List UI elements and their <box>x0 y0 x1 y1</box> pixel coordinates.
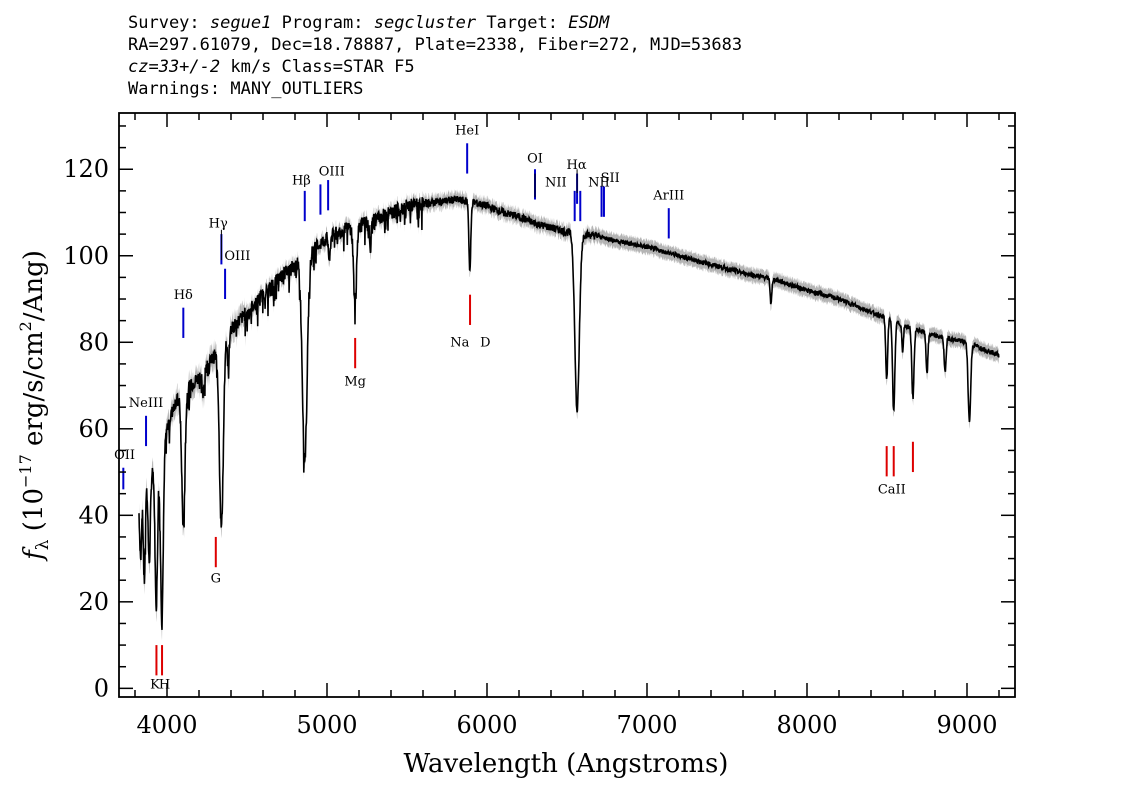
survey-label: Survey: <box>128 13 200 33</box>
y-axis-title-squared: 2 <box>16 321 35 331</box>
survey-value: segue1 <box>209 13 272 33</box>
header-line-1: Survey: segue1 Program: segcluster Targe… <box>128 12 742 34</box>
class-info: km/s Class=STAR F5 <box>220 57 415 77</box>
x-tick-label: 4000 <box>136 711 197 739</box>
y-tick-label: 60 <box>78 415 109 443</box>
header-line-2: RA=297.61079, Dec=18.78887, Plate=2338, … <box>128 35 743 55</box>
emission-line-label-15: ArIII <box>652 189 684 204</box>
emission-line-label-2: Hδ <box>174 288 193 303</box>
emission-line-label-10: NII <box>545 176 567 191</box>
spectrum-layer <box>138 195 1000 630</box>
header-line-4: Warnings: MANY_OUTLIERS <box>128 79 364 99</box>
y-axis-title-units: erg/s/cm <box>19 331 49 454</box>
emission-line-label-9: OI <box>527 152 543 167</box>
target-value: ESDM <box>568 13 610 33</box>
target-label: Target: <box>486 13 558 33</box>
absorption-line-label-6: CaII <box>878 483 906 498</box>
y-axis-title: fλ (10−17 erg/s/cm2/Ang) <box>16 250 53 562</box>
spectrum-line <box>138 195 1000 630</box>
y-tick-label: 40 <box>78 501 109 529</box>
x-tick-label: 5000 <box>296 711 357 739</box>
emission-line-label-1: NeIII <box>129 396 163 411</box>
absorption-line-label-2: G <box>211 571 221 586</box>
emission-line-label-5: Hβ <box>292 173 311 188</box>
y-axis-title-lambda: λ <box>33 539 53 550</box>
plot-frame <box>118 112 1016 698</box>
emission-line-label-3: Hγ <box>209 217 228 232</box>
x-axis-title: Wavelength (Angstroms) <box>404 749 729 779</box>
absorption-line-label-0: K <box>150 677 160 692</box>
absorption-line-label-3: Mg <box>344 375 366 390</box>
absorption-line-label-5: D <box>480 336 490 351</box>
absorption-line-label-4: Na <box>450 336 469 351</box>
x-tick-label: 9000 <box>936 711 997 739</box>
y-axis-title-exponent: −17 <box>16 454 35 488</box>
emission-line-label-6: OIII <box>319 165 345 180</box>
program-value: segcluster <box>373 13 477 33</box>
emission-line-label-11: Hα <box>567 158 587 173</box>
y-tick-label: 20 <box>78 588 109 616</box>
x-tick-label: 8000 <box>776 711 837 739</box>
y-tick-label: 0 <box>94 674 109 702</box>
axes-layer: 4000 5000 6000 7000 8000 9000 0 20 40 60 80 100 120 <box>63 112 1016 739</box>
spectrum-header: Survey: segue1 Program: segcluster Targe… <box>128 12 742 100</box>
x-tick-label: 7000 <box>616 711 677 739</box>
y-axis-title-part: (10 <box>19 488 49 540</box>
y-tick-label: 80 <box>78 328 109 356</box>
y-tick-label: 100 <box>63 242 109 270</box>
emission-line-label-8: HeI <box>455 124 479 139</box>
program-label: Program: <box>281 13 364 33</box>
y-tick-label: 120 <box>63 155 109 183</box>
x-tick-label: 6000 <box>456 711 517 739</box>
error-band <box>139 188 999 641</box>
header-line-3: cz=33+/-2 km/s Class=STAR F5 <box>128 56 742 78</box>
error-band-layer <box>139 188 999 641</box>
absorption-line-label-1: H <box>159 677 170 692</box>
emission-line-label-13: SII <box>601 171 620 186</box>
emission-line-label-4: OIII <box>224 249 250 264</box>
y-axis-title-end: /Ang) <box>19 250 49 321</box>
cz-value: cz=33+/-2 <box>128 57 221 77</box>
